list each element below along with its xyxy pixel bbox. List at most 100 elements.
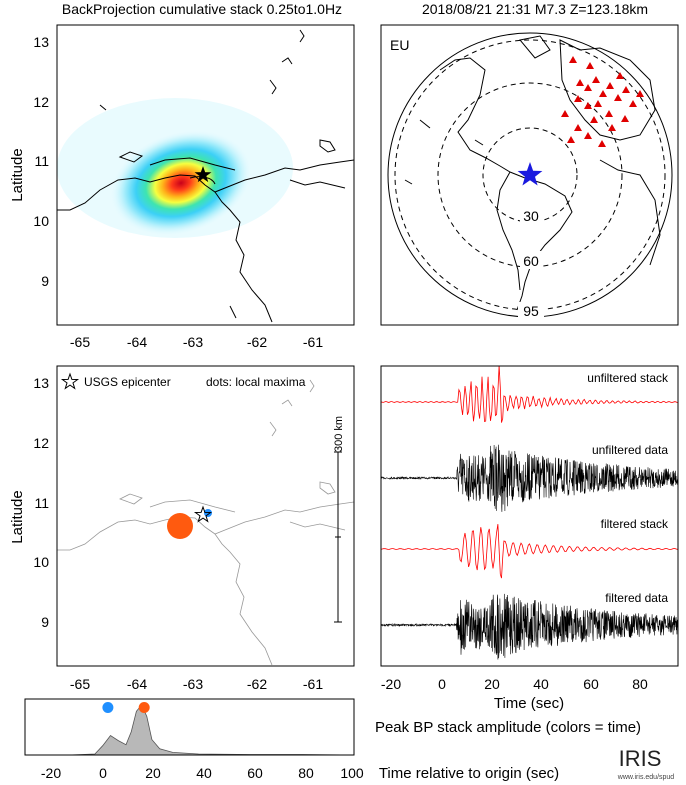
tick-label: 10 (33, 554, 49, 570)
tick-label: 40 (533, 676, 549, 692)
bp-map-y-ticks: 13 12 11 10 9 (33, 34, 49, 289)
tick-label: 0 (99, 765, 107, 781)
tick-label: -64 (127, 676, 147, 692)
tick-label: -65 (70, 334, 90, 350)
tick-label: -63 (183, 334, 203, 350)
tick-label: 11 (34, 495, 49, 511)
station-triangle (598, 140, 606, 147)
iris-logo-text: IRIS (619, 746, 662, 771)
station-triangle (594, 100, 602, 107)
trace-label-unfiltered-data: unfiltered data (592, 443, 668, 457)
world-map-frame (380, 24, 679, 326)
tick-label: -62 (247, 334, 267, 350)
tick-label: 12 (33, 435, 49, 451)
event-title: 2018/08/21 21:31 M7.3 Z=123.18km (422, 1, 648, 17)
traces-panel: unfiltered stack unfiltered data filtere… (380, 365, 679, 712)
station-triangle (576, 79, 584, 86)
maxima-map-panel: 300 km USGS epicenter dots: local maxima… (9, 365, 355, 692)
ring-label-30: 30 (523, 208, 539, 224)
station-triangle (584, 84, 592, 91)
bp-map-frame (56, 24, 355, 326)
maxima-epicenter-star-icon (193, 505, 213, 523)
maxima-y-ticks: 13 12 11 10 9 (33, 375, 49, 630)
station-triangle (584, 102, 592, 109)
station-triangle (574, 124, 582, 131)
tick-label: 20 (145, 765, 161, 781)
station-triangle (592, 76, 600, 83)
peak-marker-late (138, 702, 150, 713)
traces-x-ticks: -20 0 20 40 60 80 (381, 676, 648, 692)
scale-bar-label: 300 km (333, 416, 345, 452)
traces-xlabel: Time (sec) (494, 695, 564, 712)
peak-amplitude-title: Peak BP stack amplitude (colors = time) (375, 719, 641, 736)
legend-dots: dots: local maxima (206, 375, 306, 389)
tick-label: 11 (34, 153, 49, 169)
peak-amplitude-area (25, 704, 355, 756)
unfiltered-data-trace (381, 444, 678, 512)
station-triangle (567, 136, 575, 143)
station-triangle (605, 110, 613, 117)
tick-label: 100 (340, 765, 364, 781)
station-triangle (622, 86, 630, 93)
legend-star-icon (60, 372, 80, 390)
tick-label: 10 (33, 213, 49, 229)
trace-label-filtered-data: filtered data (605, 591, 668, 605)
seismic-station-triangles (561, 56, 644, 147)
unfiltered-stack-trace (381, 366, 678, 423)
station-triangle (606, 82, 614, 89)
scale-bar (334, 451, 342, 623)
bp-energy-heatmap (110, 130, 252, 236)
station-triangle (614, 94, 622, 101)
maxima-map-ylabel: Latitude (9, 490, 26, 543)
region-label: EU (390, 37, 409, 53)
tick-label: 60 (583, 676, 599, 692)
peak-amplitude-frame (24, 698, 355, 756)
source-star-icon (517, 162, 543, 186)
trace-label-unfiltered-stack: unfiltered stack (587, 371, 669, 385)
station-triangle (574, 95, 582, 102)
world-map-panel: 30 60 95 EU (380, 24, 679, 326)
tick-label: 80 (632, 676, 648, 692)
tick-label: 60 (247, 765, 263, 781)
late-maximum-dot (167, 513, 193, 539)
station-triangle (599, 90, 607, 97)
station-triangle (636, 90, 644, 97)
maxima-x-ticks: -65 -64 -63 -62 -61 (70, 676, 323, 692)
station-triangle (561, 110, 569, 117)
station-triangle (621, 115, 629, 122)
maxima-map-frame (56, 365, 355, 667)
tick-label: -62 (247, 676, 267, 692)
station-triangle (586, 62, 594, 69)
ring-label-95: 95 (523, 303, 539, 319)
bp-epicenter-star (194, 166, 212, 183)
tick-label: -61 (303, 334, 323, 350)
maxima-coastlines (57, 379, 354, 666)
iris-logo: IRIS www.iris.edu/spud (617, 746, 675, 781)
tick-label: 20 (484, 676, 500, 692)
station-triangle (608, 124, 616, 131)
tick-label: 0 (438, 676, 446, 692)
station-triangle (629, 100, 637, 107)
bp-map-ylabel: Latitude (9, 148, 26, 201)
tick-label: -64 (127, 334, 147, 350)
tick-label: 13 (33, 34, 49, 50)
filtered-data-trace (381, 593, 678, 660)
tick-label: 80 (298, 765, 314, 781)
bp-map-x-ticks: -65 -64 -63 -62 -61 (70, 334, 323, 350)
tick-label: 13 (33, 375, 49, 391)
tick-label: -65 (70, 676, 90, 692)
tick-label: -61 (303, 676, 323, 692)
filtered-stack-trace (381, 524, 678, 579)
tick-label: -63 (183, 676, 203, 692)
traces-frame (380, 365, 679, 667)
bp-map-panel: -65 -64 -63 -62 -61 13 12 11 10 9 Latitu… (9, 24, 355, 350)
tick-label: 9 (41, 273, 49, 289)
peak-x-ticks: -20 0 20 40 60 80 100 (41, 765, 364, 781)
station-triangle (590, 116, 598, 123)
station-triangle (616, 72, 624, 79)
bp-map-title: BackProjection cumulative stack 0.25to1.… (62, 1, 342, 17)
legend-epicenter: USGS epicenter (84, 375, 171, 389)
peak-amplitude-panel: -20 0 20 40 60 80 100 Peak BP stack ampl… (24, 698, 641, 782)
station-triangle (569, 56, 577, 63)
